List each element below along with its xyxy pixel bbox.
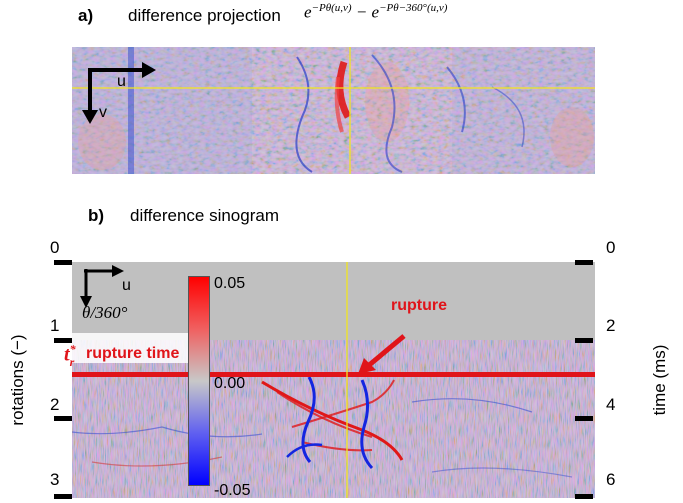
left-tick-mark-0: [54, 260, 72, 265]
rupture-time-label: rupture time: [86, 345, 180, 362]
panel-a-axes-arrows: [82, 62, 156, 124]
rupture-arrow-icon: [358, 334, 406, 374]
left-tick-1: 1: [50, 316, 60, 335]
panel-b-u-label: u: [122, 277, 131, 294]
rupture-time-label-bg: [60, 333, 190, 363]
rupture-symbol-t: t: [64, 343, 70, 366]
formula-minus: −: [355, 2, 368, 22]
formula-base-2: e: [371, 2, 380, 22]
panel-b-title: difference sinogram: [130, 206, 279, 225]
formula-exp-1: −Pθ(u,v): [311, 2, 352, 14]
right-tick-0: 0: [606, 238, 616, 257]
left-tick-mark-1: [54, 338, 72, 343]
panel-b-axes-arrows: [80, 265, 124, 308]
difference-projection-image: [72, 47, 595, 174]
panel-a-u-label: u: [117, 73, 126, 90]
colorbar: [188, 276, 210, 486]
rupture-symbol-star: *: [69, 342, 76, 356]
right-tick-mark-0: [575, 260, 593, 265]
formula-exp-2: −Pθ−360°(u,v): [379, 2, 448, 14]
rupture-time-symbol: t*r: [64, 342, 76, 370]
formula-base-1: e: [304, 2, 312, 22]
panel-a-v-label: v: [99, 104, 107, 121]
left-tick-2: 2: [50, 395, 60, 414]
difference-sinogram-image: [71, 262, 595, 498]
panel-a-label: a): [78, 6, 94, 25]
panel-a-formula: e−Pθ(u,v) − e−Pθ−360°(u,v): [304, 2, 447, 23]
sinogram-svg: [71, 262, 595, 498]
right-tick-mark-6: [575, 494, 593, 499]
left-tick-mark-3: [54, 494, 72, 499]
left-tick-0: 0: [50, 238, 60, 257]
right-tick-4: 4: [606, 395, 616, 414]
rupture-symbol-r: r: [69, 354, 75, 369]
rupture-label: rupture: [391, 297, 447, 314]
left-tick-3: 3: [50, 470, 60, 489]
panel-a-title: difference projection: [128, 6, 281, 25]
right-tick-mark-4: [575, 416, 593, 421]
panel-b-label: b): [88, 206, 105, 225]
colorbar-min-label: -0.05: [214, 482, 251, 499]
left-tick-mark-2: [54, 416, 72, 421]
right-tick-2: 2: [606, 316, 616, 335]
right-tick-mark-2: [575, 338, 593, 343]
colorbar-max-label: 0.05: [214, 275, 246, 292]
left-axis-title: rotations (−): [8, 334, 27, 426]
projection-svg: [72, 47, 595, 174]
panel-b-theta-label: θ/360°: [82, 303, 128, 322]
right-axis-title: time (ms): [650, 344, 669, 416]
colorbar-mid-label: 0.00: [214, 375, 246, 392]
right-tick-6: 6: [606, 470, 616, 489]
